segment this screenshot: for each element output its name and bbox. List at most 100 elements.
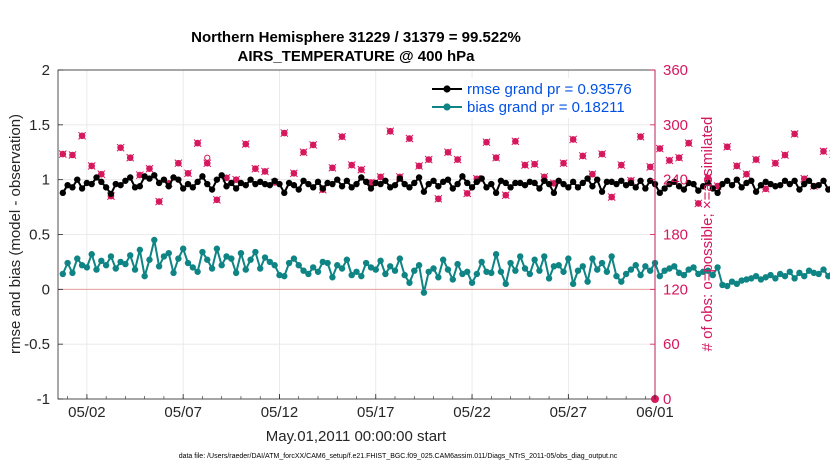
obs-assimilated-marker [347,161,356,169]
bias-point [372,266,379,273]
rmse-point [589,183,596,190]
x-tick-label: 05/02 [68,404,106,421]
rmse-point [122,177,129,184]
bias-point [228,255,235,262]
bias-point [743,276,750,283]
rmse-point [348,184,355,191]
y-right-tick-label: 60 [663,336,680,353]
rmse-point [632,184,639,191]
obs-assimilated-marker [655,144,664,153]
legend[interactable]: rmse grand pr = 0.93576 bias grand pr = … [428,78,650,118]
rmse-point [594,176,601,183]
bias-point [733,280,741,288]
obs-assimilated-marker [607,193,616,201]
obs-assimilated-marker [665,156,674,165]
bias-point [155,263,163,270]
x-tick-label: 05/07 [164,404,202,421]
obs-assimilated-marker [174,159,183,168]
rmse-point [719,180,726,188]
rmse-point [541,177,548,184]
bias-point [690,264,697,271]
rmse-point [709,185,716,192]
bias-point [122,260,129,268]
bias-point [589,255,596,262]
obs-assimilated-marker [309,140,318,149]
bias-point [454,260,461,268]
bias-point [64,259,71,267]
bias-point [815,270,822,278]
legend-bias-label: bias grand pr = 0.18211 [467,99,625,116]
rmse-point [242,181,249,189]
bias-point [425,268,432,275]
rmse-point [93,174,100,181]
rmse-point [160,176,168,183]
rmse-point [728,181,736,189]
bias-point [411,267,418,274]
rmse-point [507,184,514,191]
bias-point [786,268,794,275]
rmse-point [743,179,750,187]
rmse-point [223,183,230,190]
rmse-point [377,180,384,188]
obs-assimilated-marker [58,150,67,159]
y-right-tick-label: 300 [663,117,688,134]
rmse-point [781,177,789,184]
obs-assimilated-marker [598,150,606,159]
bias-point [579,263,586,270]
obs-assimilated-marker [675,153,684,162]
bias-point [69,269,76,277]
bias-point [285,259,293,267]
rmse-point [805,177,813,184]
obs-assimilated-marker [415,162,424,170]
obs-assimilated-marker [790,130,799,138]
obs-assimilated-marker [434,194,443,203]
bias-point [300,267,307,274]
rmse-point [213,176,221,183]
bias-point [560,268,567,275]
bias-point [271,262,278,269]
rmse-point [608,178,615,186]
rmse-point [261,180,269,188]
bias-point [685,266,692,273]
rmse-point [435,183,442,190]
rmse-point [271,177,278,184]
bias-point [459,270,466,278]
rmse-point [367,185,375,192]
bias-point [468,279,476,286]
rmse-point [228,179,235,187]
y-axis-right-ticks: 0 60 120 180 240 300 360 [650,62,688,408]
bias-point [565,255,572,262]
rmse-point [165,183,172,190]
rmse-point [218,172,225,179]
obs-assimilated-marker [684,139,693,148]
bias-point [348,271,355,279]
bias-point [444,266,452,273]
y-axis-right-label: # of obs: o=possible; ×=assimilated [699,117,716,352]
rmse-point [300,177,307,184]
x-axis-label: May.01,2011 00:00:00 start [266,428,447,445]
rmse-point [613,180,620,188]
obs-assimilated-marker [338,132,347,141]
bias-point [295,262,302,269]
rmse-point [78,185,86,192]
bias-point [714,264,721,271]
rmse-point [598,188,606,195]
bias-point [632,262,639,269]
y-tick-label: -0.5 [24,336,50,353]
rmse-point [406,184,413,191]
bias-point [98,257,105,265]
obs-assimilated-marker [155,197,164,206]
bias-point [695,270,702,278]
bias-point [358,272,365,280]
bias-point [646,267,654,274]
bias-point [675,269,683,277]
rmse-point [801,180,808,188]
rmse-point [112,180,119,188]
bias-point [151,236,158,244]
obs-assimilated-marker [184,169,192,178]
obs-assimilated-marker [482,138,491,147]
obs-assimilated-marker [694,199,703,208]
obs-assimilated-marker [328,163,337,172]
rmse-point [671,178,678,186]
